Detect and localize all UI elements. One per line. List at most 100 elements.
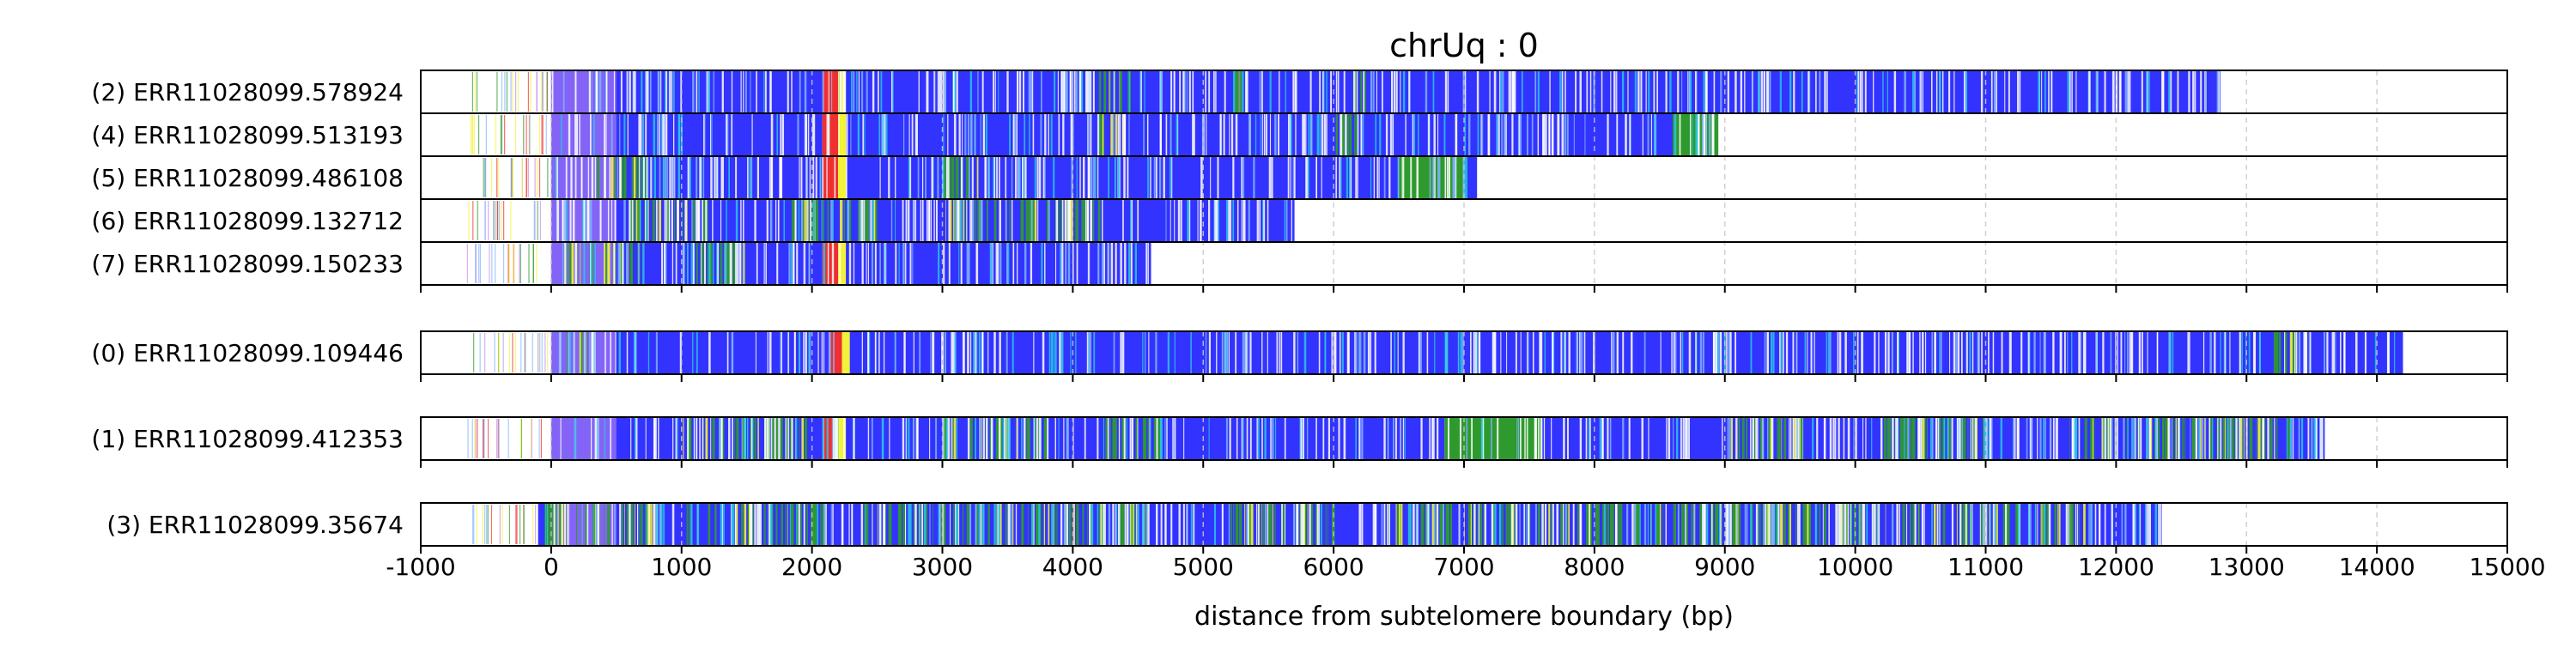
read-stripe — [815, 503, 817, 546]
read-label: (6) ERR11028099.132712 — [92, 207, 404, 235]
read-stripe — [1157, 417, 1161, 460]
read-stripe — [975, 199, 977, 242]
read-stripe — [2273, 331, 2276, 374]
read-segment — [838, 242, 847, 285]
read-segment — [838, 417, 847, 460]
read-stripe — [2251, 417, 2253, 460]
read-stripe — [2058, 503, 2061, 546]
read-stripe — [707, 242, 709, 285]
read-stripe — [1923, 417, 1925, 460]
read-stripe — [1962, 417, 1966, 460]
read-stripe — [2106, 417, 2107, 460]
read-stripe — [1656, 503, 1659, 546]
read-stripe — [1109, 70, 1111, 113]
read-stripe — [1421, 503, 1425, 546]
read-stripe — [1439, 503, 1443, 546]
x-axis: -1000 0 1000 2000 3000 4000 5000 6000 7000 8000 90… — [386, 553, 2545, 581]
read-stripe — [1800, 417, 1804, 460]
read-stripe — [568, 242, 571, 285]
read-stripe — [705, 417, 708, 460]
read-stripe — [1477, 503, 1479, 546]
read-stripe — [984, 417, 986, 460]
chart-title: chrUq : 0 — [1389, 27, 1539, 64]
read-stripe — [791, 199, 795, 242]
read-stripe — [827, 199, 829, 242]
read-stripe — [775, 417, 779, 460]
read-stripe — [2228, 417, 2230, 460]
read-stripe — [692, 199, 696, 242]
read-stripe — [2165, 417, 2166, 460]
read-stripe — [1143, 417, 1145, 460]
read-stripe — [607, 242, 611, 285]
read-stripe — [2090, 417, 2093, 460]
read-stripe — [823, 199, 824, 242]
x-tick-label: 4000 — [1042, 553, 1103, 581]
read-stripe — [1000, 417, 1003, 460]
read-stripe — [1259, 503, 1261, 546]
read-row: (6) ERR11028099.132712 — [92, 199, 1295, 242]
x-tick-label: 0 — [544, 553, 559, 581]
read-stripe — [963, 199, 965, 242]
read-stripe — [1886, 417, 1889, 460]
read-stripe — [550, 503, 554, 546]
read-stripe — [2040, 503, 2042, 546]
read-stripe — [721, 242, 723, 285]
x-tick-label: 2000 — [781, 553, 842, 581]
read-stripe — [726, 242, 729, 285]
read-stripe — [790, 417, 793, 460]
read-stripe — [780, 417, 782, 460]
read-stripe — [796, 503, 799, 546]
read-stripe — [1888, 417, 1892, 460]
read-stripe — [757, 417, 759, 460]
read-stripe — [1605, 503, 1607, 546]
read-stripe — [1841, 503, 1843, 546]
read-stripe — [1470, 503, 1472, 546]
read-stripe — [1397, 503, 1399, 546]
read-stripe — [804, 417, 807, 460]
read-segment — [838, 70, 847, 113]
x-tick-label: 8000 — [1564, 553, 1625, 581]
read-stripe — [1741, 417, 1745, 460]
read-stripe — [1921, 417, 1924, 460]
read-stripe — [659, 199, 662, 242]
read-stripe — [2210, 417, 2212, 460]
read-stripe — [1505, 503, 1508, 546]
read-stripe — [741, 503, 744, 546]
read-stripe — [1087, 503, 1088, 546]
read-stripe — [1034, 199, 1037, 242]
read-stripe — [866, 199, 870, 242]
read-stripe — [1102, 113, 1104, 156]
read-stripe — [554, 503, 557, 546]
read-stripe — [1853, 503, 1856, 546]
read-stripe — [1746, 417, 1747, 460]
read-stripe — [1115, 113, 1118, 156]
read-stripe — [702, 199, 706, 242]
read-stripe — [1103, 70, 1106, 113]
read-stripe — [1235, 503, 1239, 546]
read-stripe — [2192, 417, 2195, 460]
read-stripe — [579, 331, 581, 374]
read-stripe — [1065, 503, 1067, 546]
read-stripe — [1234, 70, 1238, 113]
read-stripe — [1783, 417, 1787, 460]
read-stripe — [1147, 417, 1149, 460]
read-stripe — [1781, 417, 1783, 460]
read-stripe — [1028, 417, 1030, 460]
read-row: (3) ERR11028099.35674 — [106, 503, 2162, 546]
read-stripe — [981, 417, 982, 460]
read-label: (4) ERR11028099.513193 — [92, 121, 404, 149]
read-stripe — [999, 503, 1002, 546]
read-stripe — [1759, 503, 1761, 546]
read-segment — [846, 70, 2221, 113]
read-stripe — [981, 503, 983, 546]
read-stripe — [1967, 417, 1969, 460]
read-stripe — [557, 503, 559, 546]
read-stripe — [1691, 503, 1693, 546]
read-segment — [1542, 417, 2325, 460]
read-stripe — [639, 503, 641, 546]
read-stripe — [1110, 113, 1114, 156]
read-stripe — [2042, 503, 2044, 546]
read-stripe — [2249, 417, 2252, 460]
read-stripe — [1026, 417, 1029, 460]
